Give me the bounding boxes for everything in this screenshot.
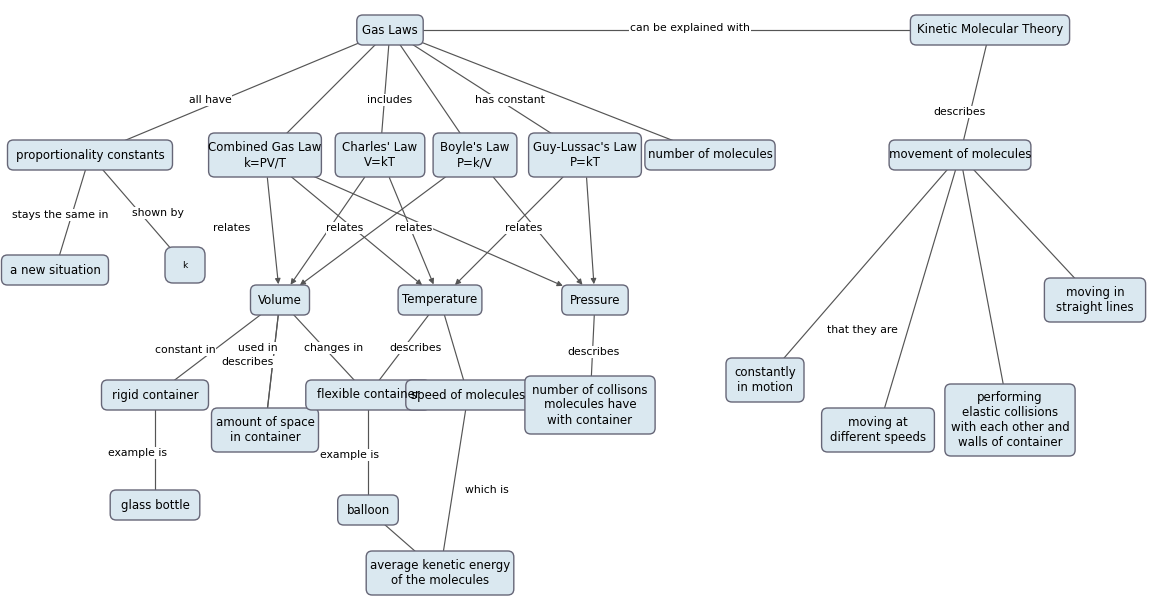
Text: can be explained with: can be explained with	[630, 23, 750, 33]
Text: a new situation: a new situation	[9, 264, 100, 276]
FancyBboxPatch shape	[209, 133, 322, 177]
Text: Charles' Law
V=kT: Charles' Law V=kT	[343, 141, 417, 169]
Text: constantly
in motion: constantly in motion	[734, 366, 796, 394]
Text: moving at
different speeds: moving at different speeds	[829, 416, 926, 444]
Text: relates: relates	[506, 223, 543, 233]
FancyBboxPatch shape	[398, 285, 482, 315]
FancyBboxPatch shape	[111, 490, 200, 520]
Text: which is: which is	[465, 485, 509, 495]
Text: Combined Gas Law
k=PV/T: Combined Gas Law k=PV/T	[209, 141, 322, 169]
Text: example is: example is	[107, 448, 167, 458]
FancyBboxPatch shape	[101, 380, 209, 410]
Text: used in: used in	[238, 343, 277, 353]
Text: moving in
straight lines: moving in straight lines	[1057, 286, 1134, 314]
Text: relates: relates	[395, 223, 432, 233]
FancyBboxPatch shape	[525, 376, 655, 434]
Text: number of molecules: number of molecules	[648, 149, 772, 161]
FancyBboxPatch shape	[889, 140, 1031, 170]
FancyBboxPatch shape	[366, 551, 514, 595]
FancyBboxPatch shape	[529, 133, 642, 177]
FancyBboxPatch shape	[356, 15, 423, 45]
FancyBboxPatch shape	[305, 380, 430, 410]
Text: constant in: constant in	[155, 345, 216, 355]
Text: Pressure: Pressure	[570, 294, 620, 306]
Text: that they are: that they are	[826, 325, 897, 335]
Text: amount of space
in container: amount of space in container	[216, 416, 315, 444]
Text: speed of molecules: speed of molecules	[411, 389, 525, 401]
Text: relates: relates	[326, 223, 363, 233]
Text: Kinetic Molecular Theory: Kinetic Molecular Theory	[917, 24, 1064, 37]
Text: number of collisons
molecules have
with container: number of collisons molecules have with …	[532, 384, 648, 426]
Text: includes: includes	[367, 95, 412, 105]
Text: all have: all have	[189, 95, 232, 105]
Text: shown by: shown by	[132, 208, 184, 218]
Text: Gas Laws: Gas Laws	[362, 24, 418, 37]
Text: describes: describes	[221, 357, 274, 367]
FancyBboxPatch shape	[821, 408, 934, 452]
FancyBboxPatch shape	[433, 133, 517, 177]
FancyBboxPatch shape	[250, 285, 310, 315]
Text: describes: describes	[934, 107, 986, 117]
Text: describes: describes	[567, 347, 619, 357]
Text: balloon: balloon	[346, 504, 389, 516]
FancyBboxPatch shape	[212, 408, 318, 452]
Text: Temperature: Temperature	[402, 294, 478, 306]
FancyBboxPatch shape	[562, 285, 628, 315]
FancyBboxPatch shape	[338, 495, 398, 525]
Text: rigid container: rigid container	[112, 389, 198, 401]
Text: has constant: has constant	[475, 95, 545, 105]
FancyBboxPatch shape	[945, 384, 1075, 456]
FancyBboxPatch shape	[165, 247, 205, 283]
FancyBboxPatch shape	[910, 15, 1069, 45]
Text: describes: describes	[389, 343, 442, 353]
FancyBboxPatch shape	[405, 380, 530, 410]
Text: movement of molecules: movement of molecules	[889, 149, 1031, 161]
FancyBboxPatch shape	[1044, 278, 1145, 322]
Text: k: k	[183, 261, 188, 270]
Text: changes in: changes in	[304, 343, 363, 353]
Text: flexible container: flexible container	[317, 389, 419, 401]
Text: proportionality constants: proportionality constants	[15, 149, 164, 161]
Text: Boyle's Law
P=k/V: Boyle's Law P=k/V	[440, 141, 510, 169]
FancyBboxPatch shape	[645, 140, 775, 170]
Text: Guy-Lussac's Law
P=kT: Guy-Lussac's Law P=kT	[534, 141, 637, 169]
FancyBboxPatch shape	[336, 133, 425, 177]
Text: glass bottle: glass bottle	[120, 499, 190, 512]
Text: performing
elastic collisions
with each other and
walls of container: performing elastic collisions with each …	[951, 391, 1069, 449]
FancyBboxPatch shape	[726, 358, 804, 402]
FancyBboxPatch shape	[1, 255, 108, 285]
Text: average kenetic energy
of the molecules: average kenetic energy of the molecules	[369, 559, 510, 587]
FancyBboxPatch shape	[7, 140, 172, 170]
Text: example is: example is	[320, 450, 380, 460]
Text: stays the same in: stays the same in	[12, 210, 108, 220]
Text: Volume: Volume	[259, 294, 302, 306]
Text: relates: relates	[213, 223, 250, 233]
